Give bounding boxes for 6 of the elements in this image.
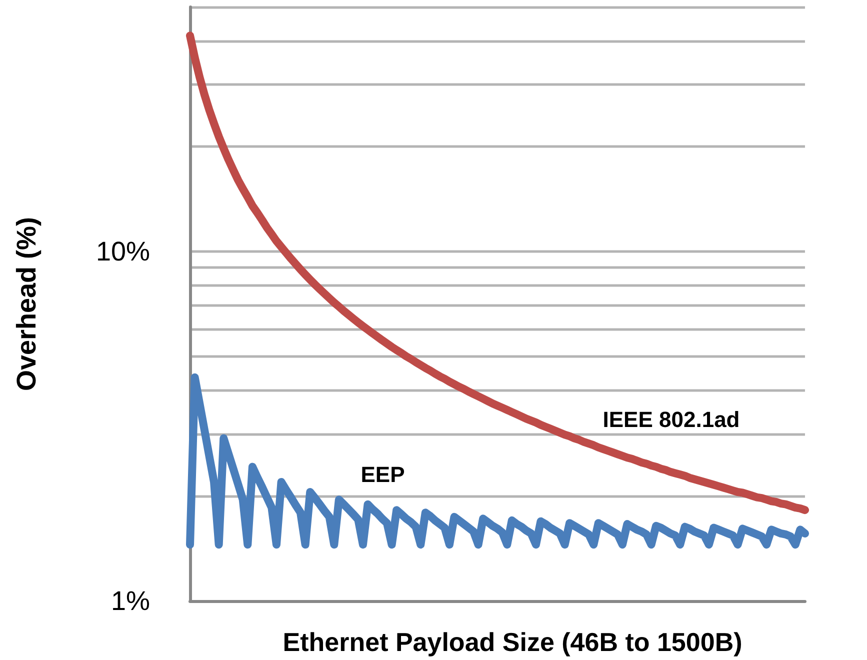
y-tick-label: 1% (110, 586, 150, 616)
series-label: EEP (360, 462, 405, 487)
series-label: IEEE 802.1ad (602, 407, 740, 432)
x-axis-title: Ethernet Payload Size (46B to 1500B) (282, 627, 742, 657)
y-tick-label: 10% (96, 236, 150, 266)
y-axis-title: Overhead (%) (12, 216, 42, 392)
